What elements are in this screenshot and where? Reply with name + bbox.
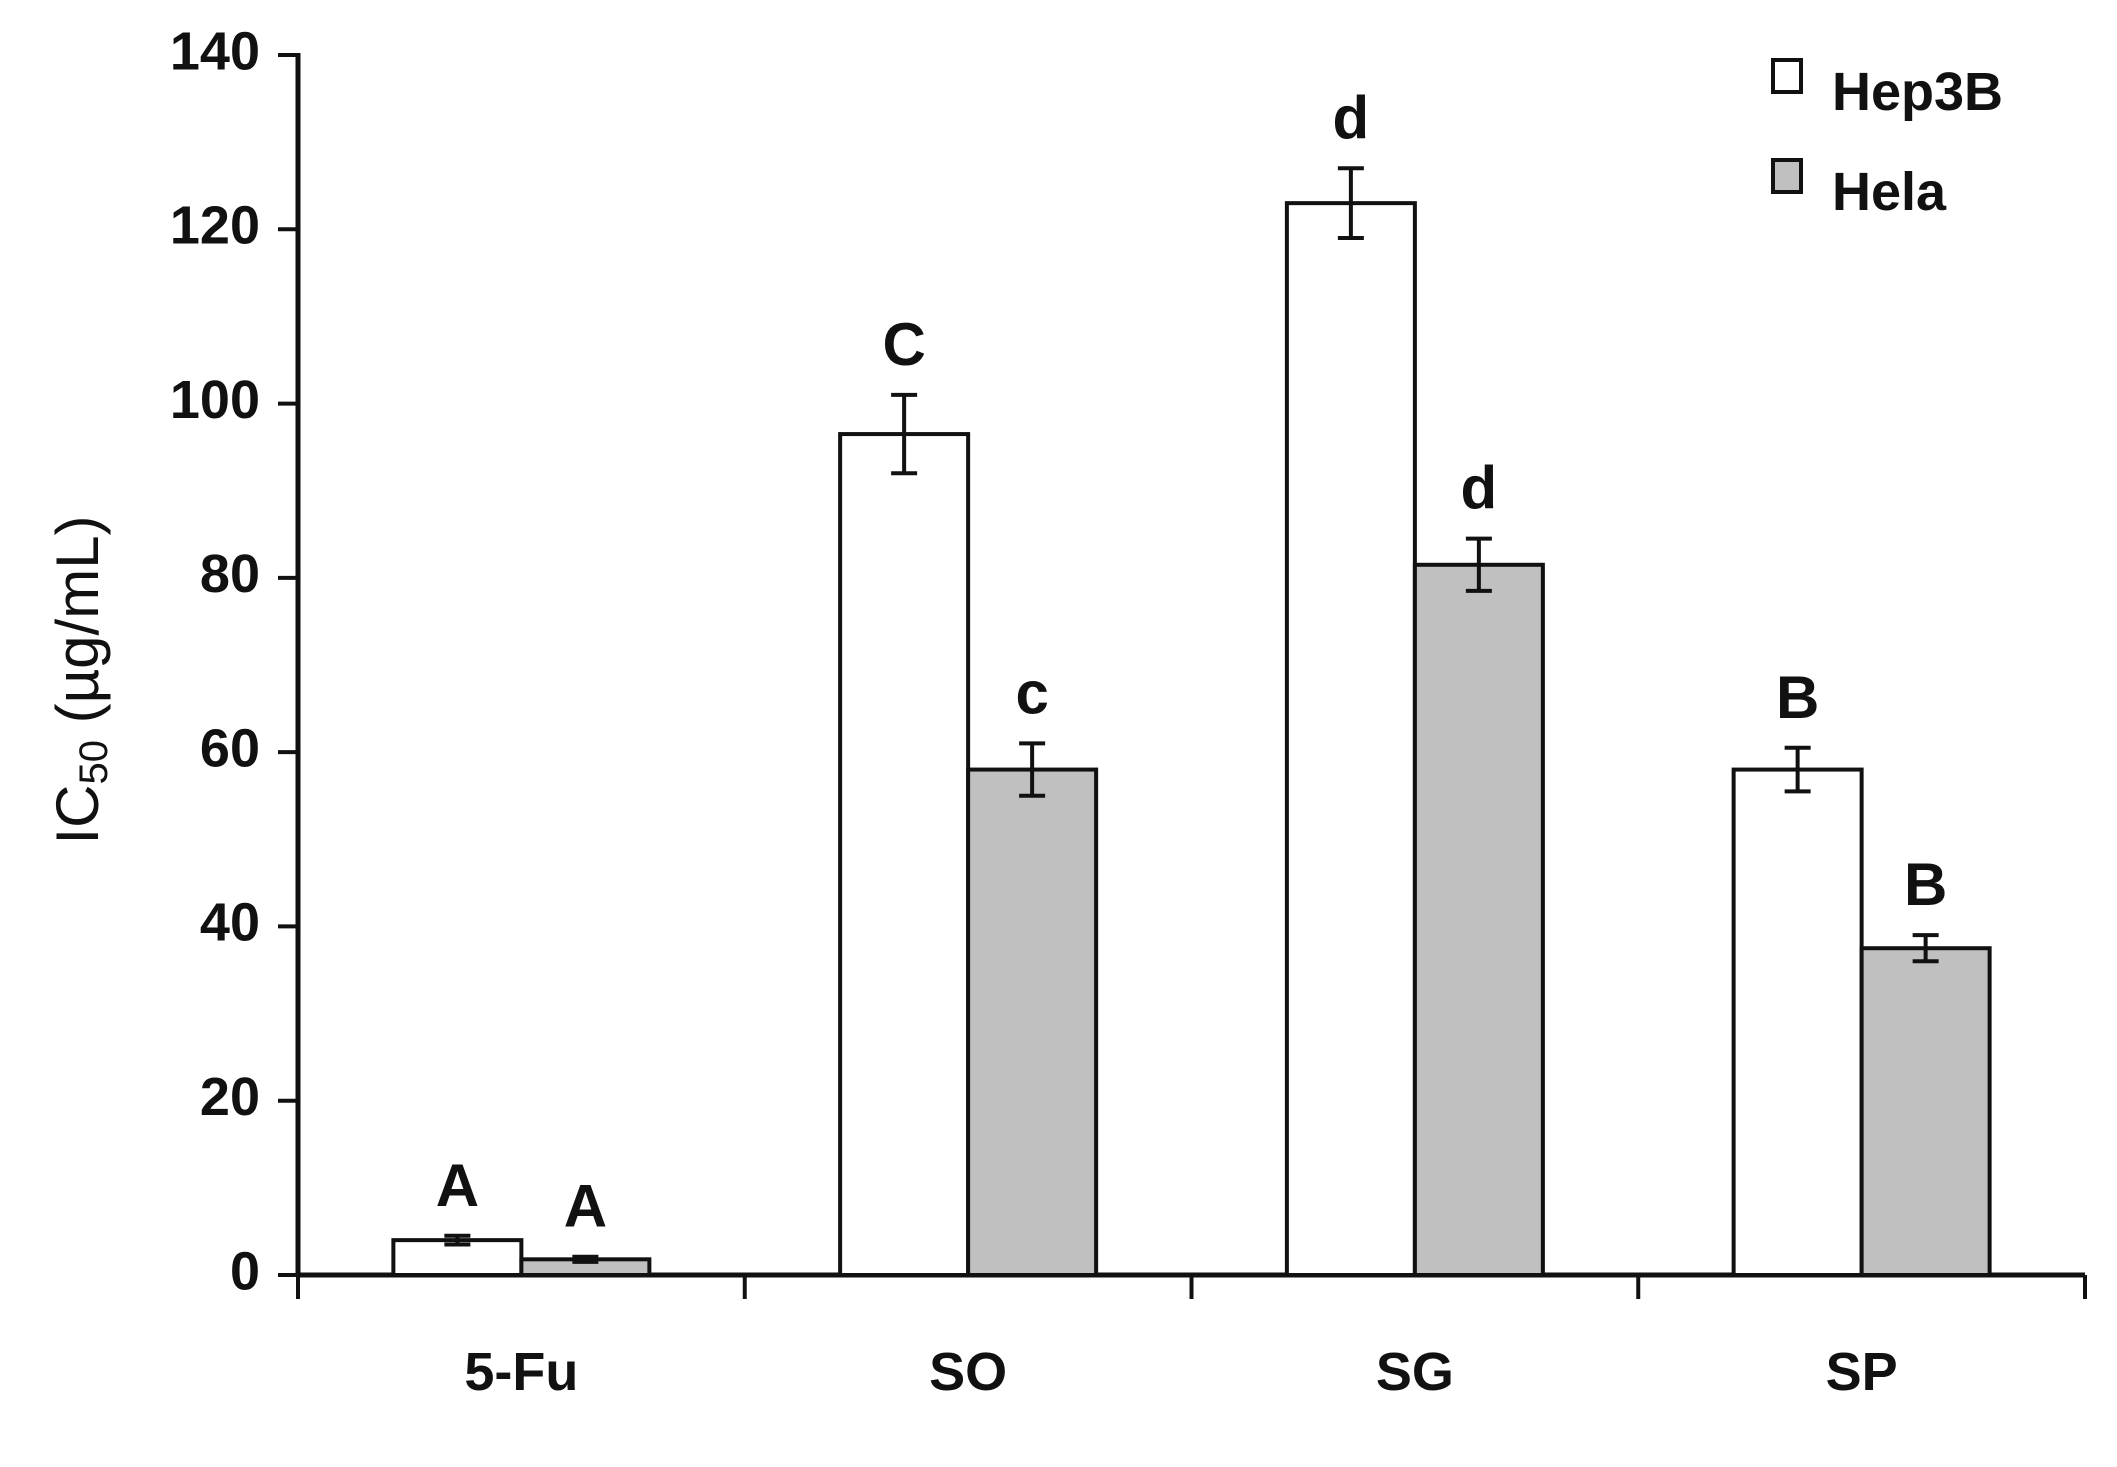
significance-label: c [1015,659,1048,726]
legend-swatch-hela [1771,158,1803,194]
bar-hep3b [838,432,971,1278]
significance-label: C [882,311,925,378]
x-category-label: SO [929,1342,1007,1402]
legend: Hep3B Hela [1771,58,2003,222]
y-tick-label: 40 [200,893,260,953]
y-axis-title: IC50 (µg/mL) [44,515,116,844]
y-tick-label: 140 [170,21,260,81]
x-category-label: 5-Fu [464,1342,578,1402]
bar-hep3b [1284,201,1417,1278]
bar-hela [966,767,1099,1277]
significance-labels: A Cd B Ac d B [436,84,1948,1239]
bar-hela [1859,946,1992,1277]
error-bars [444,166,1939,1264]
y-axis-title-unit: (µg/mL) [44,515,111,740]
y-tick-label: 120 [170,196,260,256]
x-category-label: SG [1376,1342,1454,1402]
significance-label: d [1333,84,1370,151]
significance-label: B [1776,664,1819,731]
significance-label: A [564,1173,607,1240]
significance-label: d [1461,455,1498,522]
significance-label: A [436,1152,479,1219]
bar-hela [1412,562,1545,1277]
bars [391,201,1992,1278]
y-tick-label: 100 [170,370,260,430]
y-tick-label: 80 [200,544,260,604]
x-category-label: SP [1826,1342,1898,1402]
y-tick-label: 0 [230,1241,260,1301]
y-axis-title-subscript: 50 [72,740,116,785]
y-axis-title-main: IC [44,785,111,845]
legend-label-hep3b: Hep3B [1832,62,2003,122]
legend-label-hela: Hela [1832,162,1947,222]
y-tick-label: 20 [200,1067,260,1127]
significance-label: B [1904,851,1947,918]
y-tick-label: 60 [200,718,260,778]
legend-swatch-hep3b [1771,58,1803,94]
y-axis: 0 20 40 60 80 100 120 140 [170,21,301,1301]
svg-text:IC50 (µg/mL): IC50 (µg/mL) [44,515,116,844]
x-axis: 5-Fu SO SG SP [296,1272,2087,1402]
bar-hep3b [1731,767,1864,1277]
